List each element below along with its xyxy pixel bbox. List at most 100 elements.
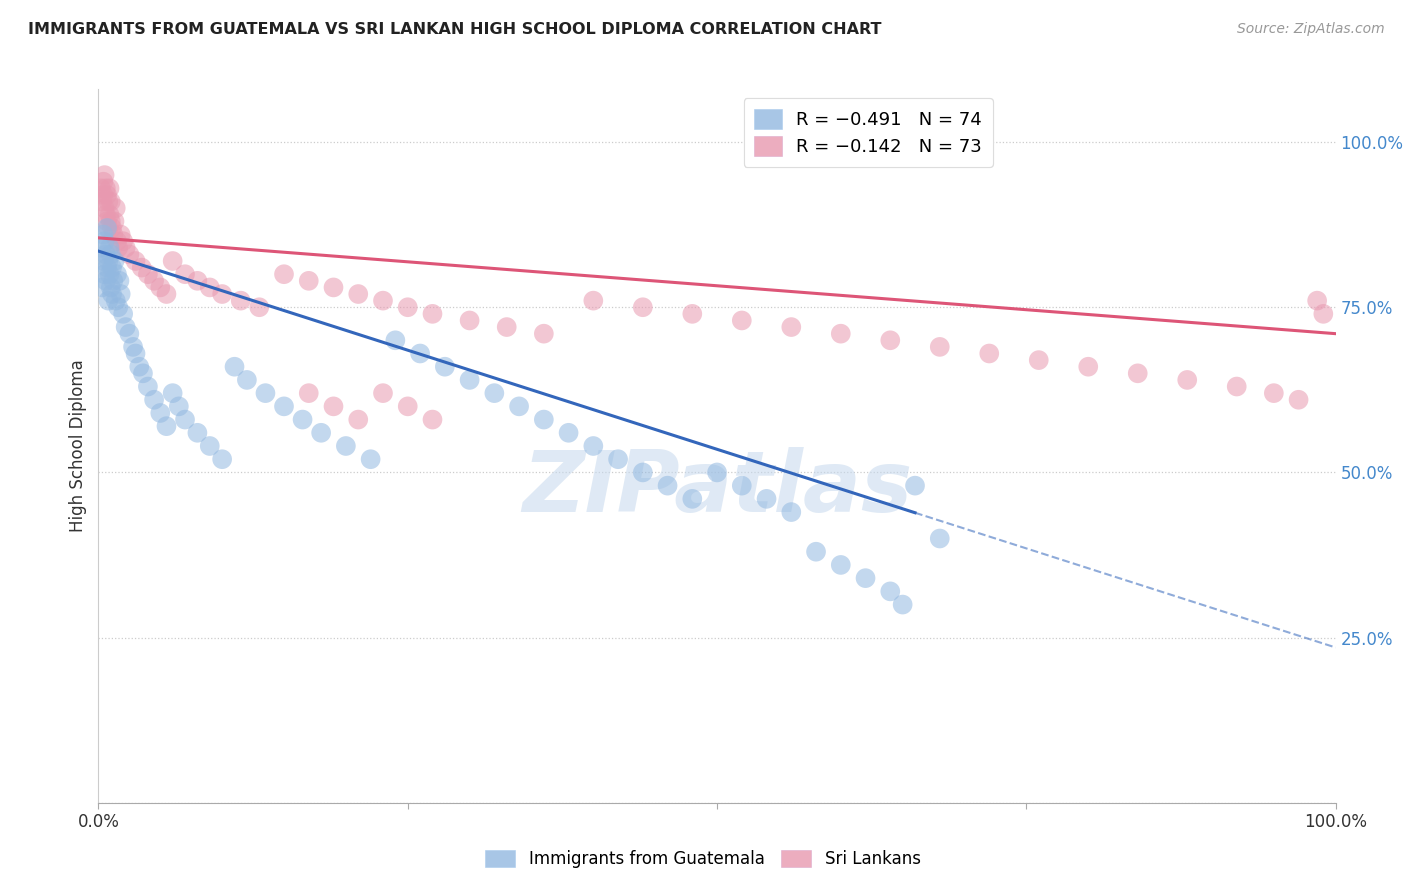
- Point: [557, 425, 579, 440]
- Point: [396, 300, 419, 314]
- Point: [879, 333, 901, 347]
- Point: [93, 254, 115, 268]
- Point: [236, 373, 259, 387]
- Point: [101, 287, 124, 301]
- Point: [94, 181, 117, 195]
- Point: [1028, 353, 1050, 368]
- Point: [254, 386, 277, 401]
- Point: [904, 478, 927, 492]
- Point: [979, 346, 1001, 360]
- Point: [162, 386, 184, 401]
- Point: [97, 254, 120, 268]
- Point: [93, 227, 115, 242]
- Point: [100, 194, 122, 209]
- Point: [631, 466, 654, 480]
- Point: [855, 571, 877, 585]
- Point: [731, 313, 754, 327]
- Point: [131, 260, 153, 275]
- Point: [211, 287, 233, 301]
- Point: [167, 400, 190, 414]
- Point: [322, 400, 344, 414]
- Point: [162, 254, 184, 268]
- Legend: R = −0.491   N = 74, R = −0.142   N = 73: R = −0.491 N = 74, R = −0.142 N = 73: [744, 98, 993, 167]
- Point: [110, 227, 132, 242]
- Point: [1306, 293, 1329, 308]
- Point: [105, 267, 128, 281]
- Point: [681, 491, 703, 506]
- Point: [122, 340, 145, 354]
- Point: [93, 201, 115, 215]
- Point: [1312, 307, 1334, 321]
- Text: Source: ZipAtlas.com: Source: ZipAtlas.com: [1237, 22, 1385, 37]
- Point: [103, 214, 125, 228]
- Point: [830, 326, 852, 341]
- Point: [104, 201, 127, 215]
- Point: [114, 320, 136, 334]
- Point: [706, 466, 728, 480]
- Point: [155, 419, 177, 434]
- Point: [681, 307, 703, 321]
- Point: [607, 452, 630, 467]
- Point: [174, 267, 197, 281]
- Point: [409, 346, 432, 360]
- Point: [93, 168, 115, 182]
- Point: [98, 181, 121, 195]
- Legend: Immigrants from Guatemala, Sri Lankans: Immigrants from Guatemala, Sri Lankans: [478, 843, 928, 875]
- Point: [94, 274, 117, 288]
- Point: [495, 320, 517, 334]
- Point: [108, 274, 131, 288]
- Point: [1175, 373, 1198, 387]
- Point: [1263, 386, 1285, 401]
- Point: [891, 598, 914, 612]
- Point: [360, 452, 382, 467]
- Point: [93, 267, 115, 281]
- Text: ZIPatlas: ZIPatlas: [522, 447, 912, 531]
- Point: [928, 532, 950, 546]
- Point: [422, 307, 444, 321]
- Point: [94, 247, 117, 261]
- Point: [97, 293, 120, 308]
- Point: [100, 214, 122, 228]
- Point: [112, 307, 135, 321]
- Point: [1077, 359, 1099, 374]
- Point: [118, 247, 141, 261]
- Point: [484, 386, 506, 401]
- Point: [224, 359, 246, 374]
- Point: [879, 584, 901, 599]
- Point: [298, 386, 321, 401]
- Point: [103, 254, 125, 268]
- Y-axis label: High School Diploma: High School Diploma: [69, 359, 87, 533]
- Point: [124, 346, 146, 360]
- Point: [458, 373, 481, 387]
- Point: [198, 439, 221, 453]
- Point: [371, 386, 394, 401]
- Point: [100, 247, 122, 261]
- Point: [107, 300, 129, 314]
- Point: [533, 412, 555, 426]
- Point: [132, 367, 155, 381]
- Point: [136, 267, 159, 281]
- Point: [91, 280, 114, 294]
- Point: [371, 293, 394, 308]
- Point: [458, 313, 481, 327]
- Point: [107, 241, 129, 255]
- Point: [804, 545, 827, 559]
- Point: [631, 300, 654, 314]
- Point: [143, 392, 166, 407]
- Point: [273, 267, 295, 281]
- Point: [98, 208, 121, 222]
- Point: [731, 478, 754, 492]
- Point: [322, 280, 344, 294]
- Point: [93, 188, 115, 202]
- Point: [97, 194, 120, 209]
- Point: [508, 400, 530, 414]
- Point: [298, 274, 321, 288]
- Point: [433, 359, 456, 374]
- Point: [149, 280, 172, 294]
- Point: [533, 326, 555, 341]
- Point: [335, 439, 357, 453]
- Point: [143, 274, 166, 288]
- Point: [347, 412, 370, 426]
- Point: [174, 412, 197, 426]
- Point: [247, 300, 270, 314]
